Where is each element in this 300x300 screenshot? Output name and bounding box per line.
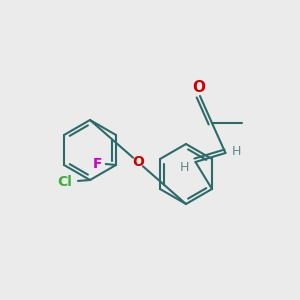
- Text: H: H: [232, 145, 242, 158]
- Text: Cl: Cl: [58, 175, 73, 188]
- Text: O: O: [192, 80, 205, 95]
- Text: F: F: [93, 157, 102, 170]
- Text: H: H: [179, 161, 189, 174]
- Text: O: O: [132, 155, 144, 169]
